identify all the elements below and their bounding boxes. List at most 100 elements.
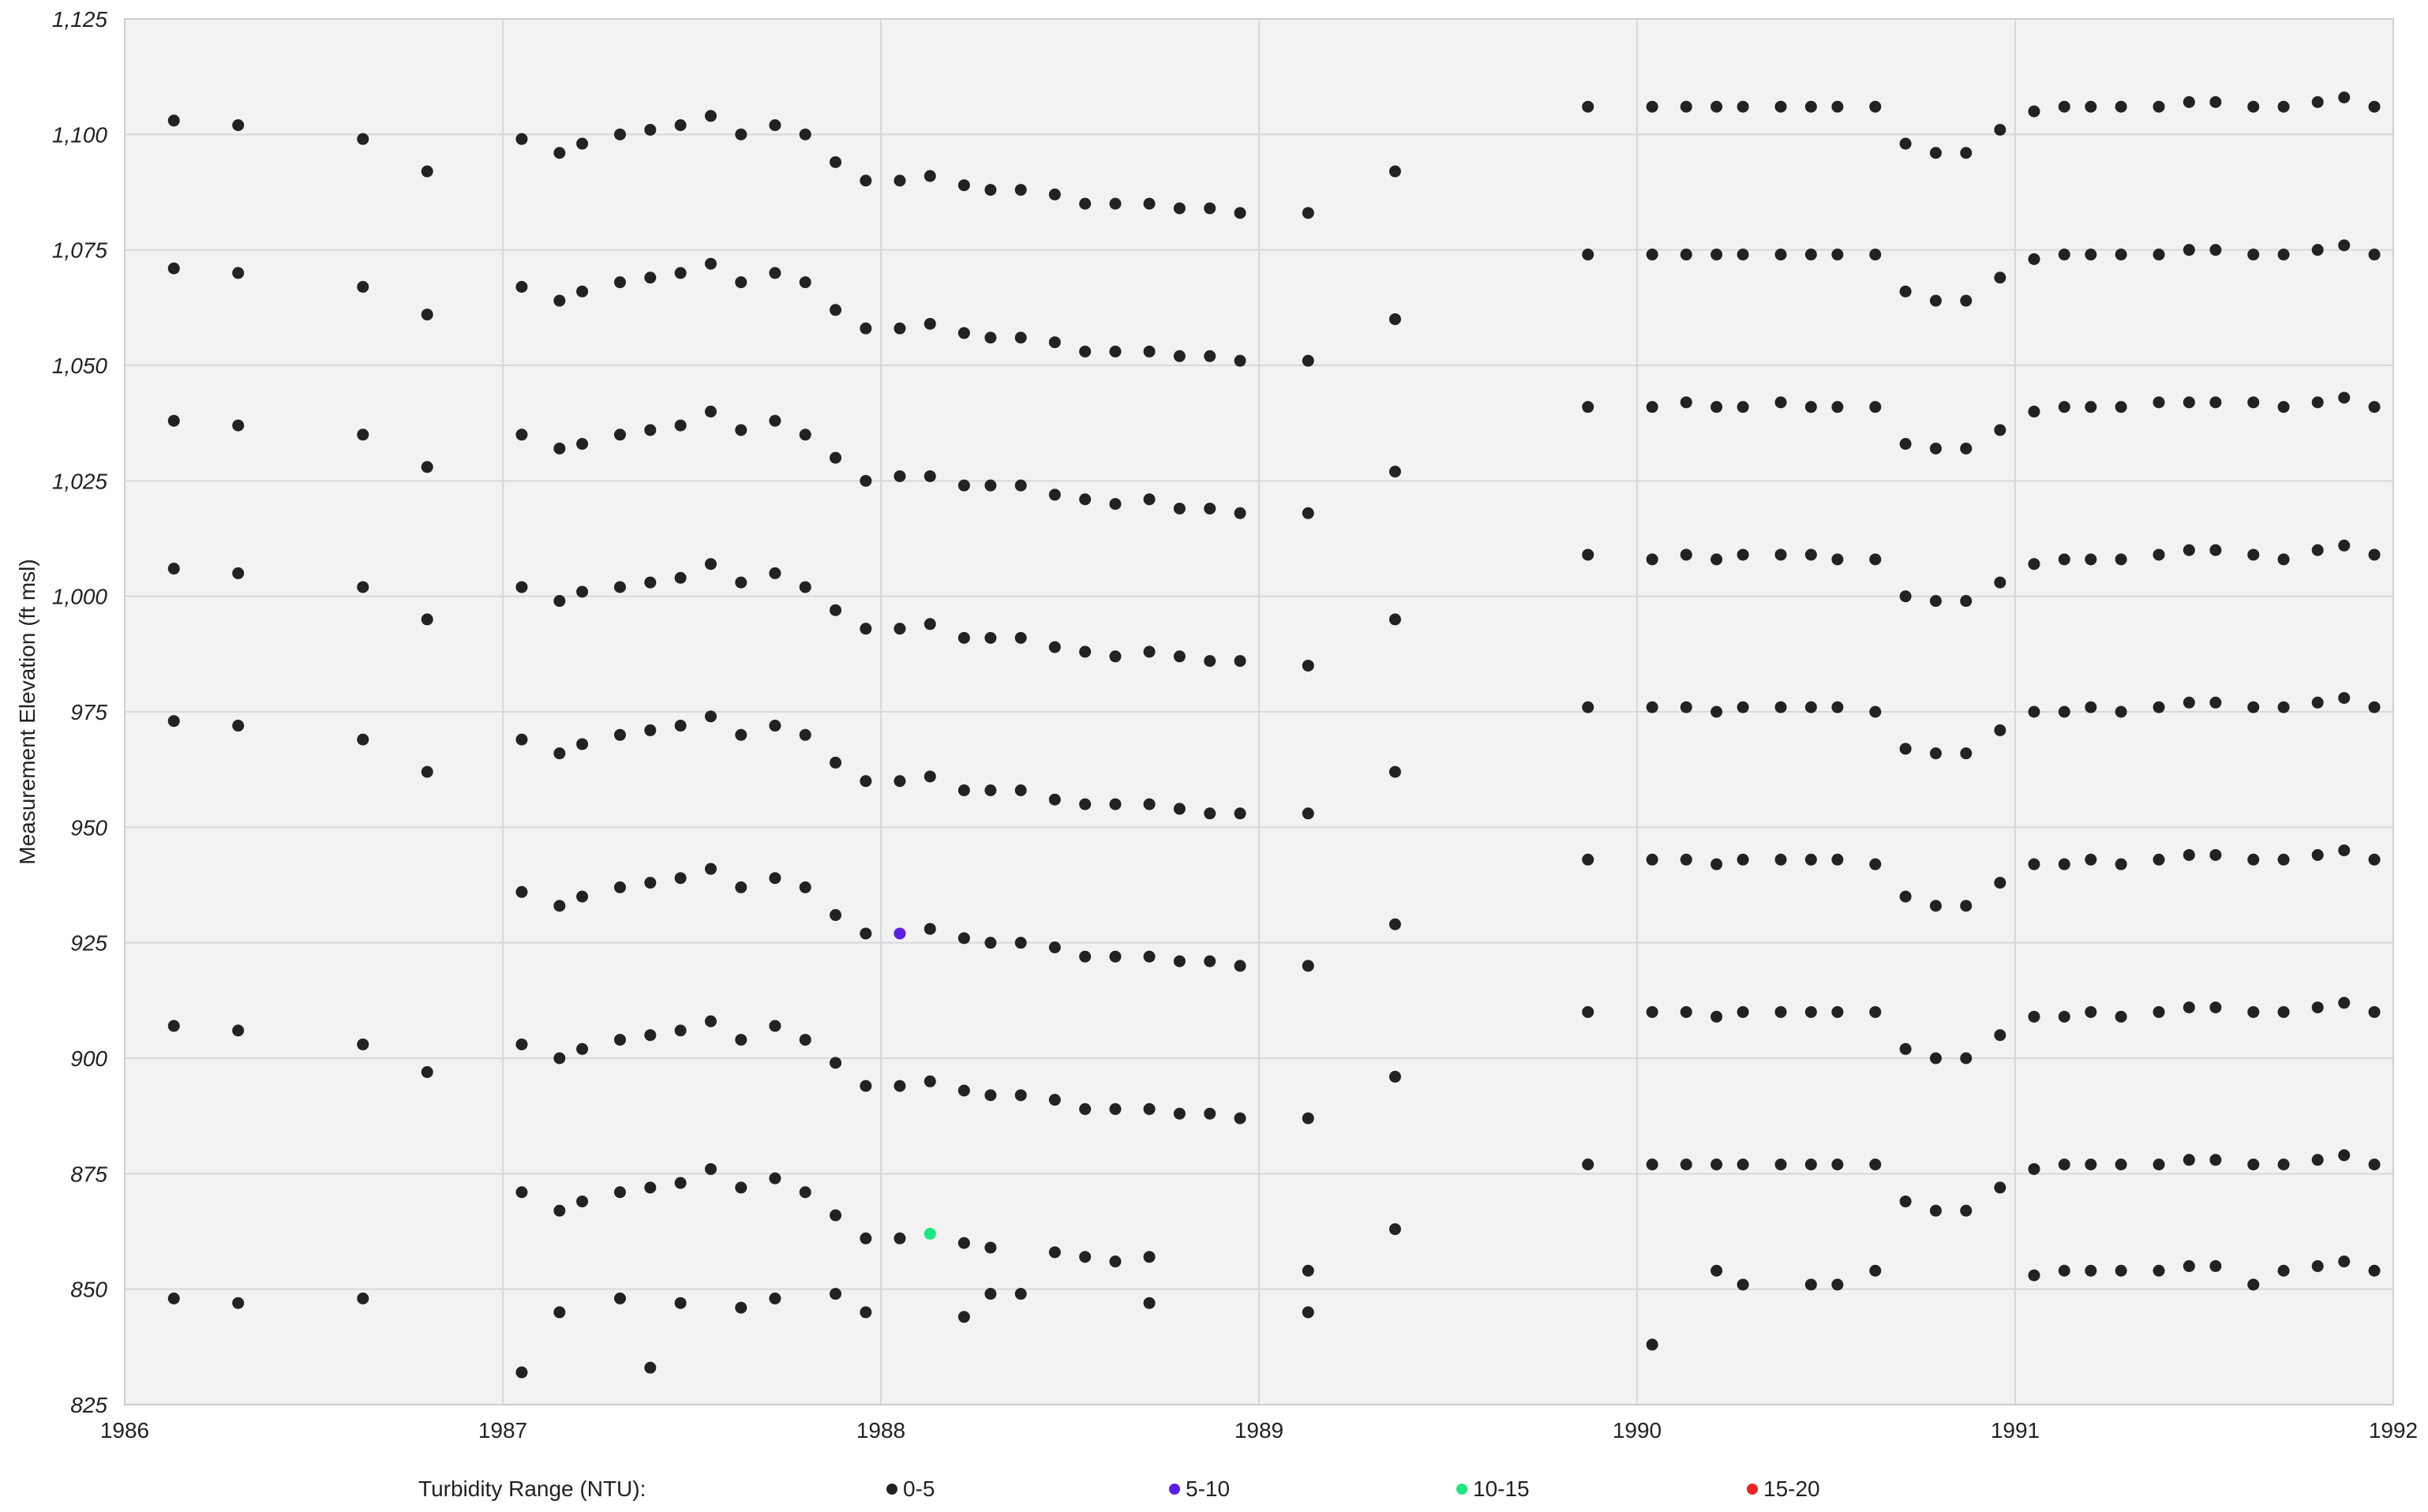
data-point [2338, 691, 2351, 704]
data-point [1143, 493, 1156, 506]
data-point [1079, 345, 1092, 357]
data-point [167, 1020, 180, 1032]
data-point [1079, 950, 1092, 963]
data-points [167, 92, 2381, 1379]
data-point [644, 1029, 657, 1042]
data-point [1960, 1052, 1973, 1065]
data-point [1804, 1005, 1817, 1018]
data-point [769, 414, 781, 427]
data-point [1048, 188, 1061, 200]
data-point [553, 147, 566, 159]
data-point [2368, 1005, 2381, 1018]
data-point [1831, 853, 1844, 866]
data-point [1302, 354, 1314, 367]
data-point [1582, 401, 1594, 414]
data-point [2277, 401, 2290, 414]
data-point [644, 1361, 657, 1374]
data-point [553, 442, 566, 455]
y-tick-label: 875 [70, 1162, 107, 1186]
data-point [2368, 701, 2381, 713]
data-point [2368, 1264, 2381, 1277]
data-point [735, 881, 748, 893]
data-point [674, 119, 687, 132]
data-point [2183, 1001, 2195, 1014]
data-point [1109, 1256, 1122, 1268]
data-point [674, 872, 687, 885]
data-point [1680, 853, 1692, 866]
data-point [1302, 659, 1314, 672]
data-point [1680, 396, 1692, 409]
data-point [704, 1015, 717, 1027]
data-point [1710, 1158, 1723, 1171]
data-point [1302, 960, 1314, 972]
data-point [2085, 1264, 2097, 1277]
data-point [515, 429, 528, 441]
x-tick-label: 1992 [2369, 1418, 2418, 1443]
data-point [1646, 553, 1658, 566]
y-tick-label: 1,000 [52, 585, 107, 609]
data-point [1079, 1251, 1092, 1263]
data-point [1646, 853, 1658, 866]
y-tick-label: 1,100 [52, 122, 107, 147]
data-point [2311, 95, 2324, 108]
data-point [1831, 249, 1844, 261]
data-point [576, 586, 589, 598]
data-point [957, 1084, 970, 1097]
data-point [1143, 798, 1156, 810]
data-point [2183, 1259, 2195, 1272]
data-point [232, 567, 245, 579]
data-point [1014, 479, 1027, 492]
data-point [2058, 858, 2070, 870]
data-point [1582, 701, 1594, 713]
data-point [860, 1232, 872, 1244]
data-point [1994, 1181, 2006, 1194]
data-point [2058, 553, 2070, 566]
data-point [1302, 1264, 1314, 1277]
data-point [1234, 807, 1246, 820]
data-point [735, 576, 748, 589]
data-point [2209, 244, 2222, 256]
data-point [2368, 401, 2381, 414]
data-point [1869, 1264, 1882, 1277]
data-point [553, 1052, 566, 1065]
data-point [1960, 595, 1973, 608]
data-point [2247, 1158, 2260, 1171]
y-tick-label: 1,025 [52, 469, 107, 493]
data-point [1774, 853, 1787, 866]
data-point [830, 1057, 842, 1069]
data-point [2115, 1264, 2127, 1277]
data-point [2028, 253, 2040, 265]
data-point [1680, 1005, 1692, 1018]
data-point [2058, 100, 2070, 113]
data-point [984, 1241, 997, 1254]
data-point [2153, 249, 2165, 261]
data-point [894, 623, 906, 635]
y-tick-label: 975 [70, 700, 107, 724]
legend-marker [1169, 1484, 1180, 1495]
data-point [2209, 1001, 2222, 1014]
data-point [769, 872, 781, 885]
data-point [924, 1227, 936, 1240]
data-point [2311, 696, 2324, 709]
data-point [1204, 955, 1216, 967]
data-point [2183, 1154, 2195, 1166]
data-point [1804, 100, 1817, 113]
data-point [1899, 438, 1912, 451]
plot-frame [124, 18, 2394, 1405]
data-point [1173, 955, 1186, 967]
data-point [2247, 1005, 2260, 1018]
data-point [1014, 784, 1027, 797]
data-point [613, 128, 626, 140]
data-point [769, 720, 781, 732]
data-point [2153, 853, 2165, 866]
data-point [894, 775, 906, 788]
data-point [1737, 1278, 1749, 1291]
data-point [2028, 858, 2040, 870]
data-point [576, 890, 589, 903]
data-point [2085, 1005, 2097, 1018]
data-point [644, 724, 657, 736]
legend-entry-label: 0-5 [903, 1476, 935, 1501]
data-point [515, 1038, 528, 1050]
data-point [1899, 1042, 1912, 1055]
data-point [1869, 249, 1882, 261]
